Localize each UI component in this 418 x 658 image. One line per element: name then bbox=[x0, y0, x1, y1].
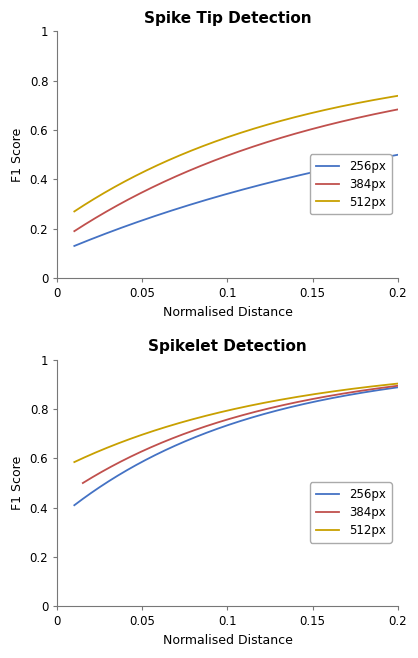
X-axis label: Normalised Distance: Normalised Distance bbox=[163, 634, 292, 647]
X-axis label: Normalised Distance: Normalised Distance bbox=[163, 305, 292, 318]
Y-axis label: F1 Score: F1 Score bbox=[11, 128, 24, 182]
Legend: 256px, 384px, 512px: 256px, 384px, 512px bbox=[310, 482, 392, 543]
Y-axis label: F1 Score: F1 Score bbox=[11, 456, 24, 510]
Legend: 256px, 384px, 512px: 256px, 384px, 512px bbox=[310, 154, 392, 215]
Title: Spikelet Detection: Spikelet Detection bbox=[148, 340, 307, 355]
Title: Spike Tip Detection: Spike Tip Detection bbox=[144, 11, 311, 26]
